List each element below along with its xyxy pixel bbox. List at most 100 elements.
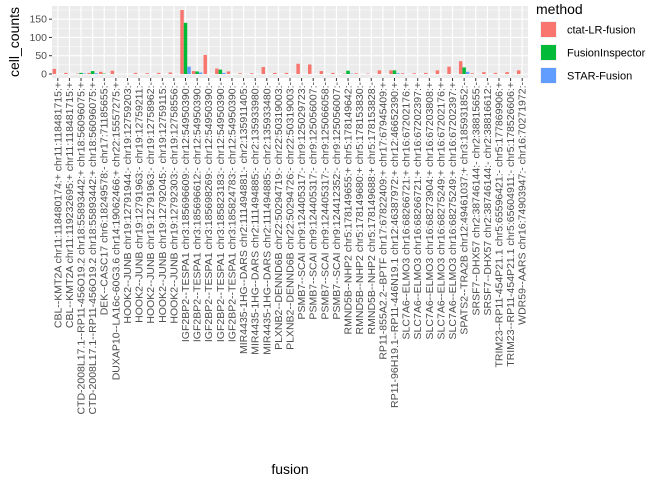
bar — [110, 70, 115, 74]
x-axis-title: fusion — [271, 461, 308, 477]
x-tick-label: SPATS2--TRA2B chr12:49461037:+ chr3:1859… — [459, 82, 471, 335]
bar — [396, 73, 400, 74]
bar — [99, 71, 103, 74]
bar — [191, 71, 196, 74]
legend-title: method — [536, 1, 583, 17]
bar — [157, 72, 161, 74]
legend-swatch — [541, 22, 556, 37]
bar — [218, 69, 223, 74]
x-tick-label: IGF2BP2--TESPA1 chr3:185824783:- chr12:5… — [226, 82, 238, 343]
bar — [87, 72, 91, 74]
bar — [331, 72, 335, 74]
x-tick-label: RMND5B--NHP2 chr5:178149688:+ chr5:17815… — [366, 81, 378, 334]
bar — [226, 71, 231, 74]
x-tick-label: CTD-2008L17.1--RP11-456O19.2 chr18:55893… — [87, 82, 99, 415]
bar — [284, 72, 289, 74]
x-tick-label: SRSF7--DHX57 chr2:38746144:- chr2:388166… — [482, 81, 494, 315]
x-tick-label: CTD-2008L17.1--RP11-456O19.2 chr18:55893… — [76, 82, 88, 415]
x-tick-label: HOOK2--JUNB chr19:12792045:- chr19:12759… — [157, 82, 169, 323]
y-axis-title: cell_counts — [6, 7, 22, 77]
bar — [273, 72, 277, 74]
bar — [458, 61, 463, 74]
x-tick-label: WDR59--AARS chr16:74903947:- chr16:70271… — [517, 82, 529, 325]
x-tick-label: SLC7A6--ELMO3 chr16:68273904:+ chr16:672… — [424, 82, 436, 339]
x-tick-label: MIR4435-1HG--DARS chr2:111494885:- chr2:… — [250, 82, 262, 355]
x-tick-label: SLC7A6--ELMO3 chr16:68275249:+ chr16:672… — [435, 82, 447, 339]
bar — [435, 70, 440, 74]
bar — [249, 73, 254, 74]
x-tick-label: RMND5B--NHP2 chr5:178149680:+ chr5:17815… — [354, 81, 366, 334]
bar — [392, 70, 397, 74]
x-tick-label: IGF2BP2--TESPA1 chr3:185823183:- chr12:5… — [215, 82, 227, 343]
bar — [424, 72, 428, 74]
bar — [261, 67, 266, 74]
bar — [465, 71, 470, 74]
bar — [505, 72, 509, 74]
x-tick-label: PSMB7--SCAI chr9:124405317:- chr9:125029… — [296, 82, 308, 320]
bar — [516, 70, 521, 74]
x-tick-label: IGF2BP2--TESPA1 chr3:185698269:- chr12:5… — [203, 82, 215, 343]
x-tick-label: HOOK2--JUNB chr19:12792303:- chr19:12758… — [168, 82, 180, 324]
x-axis: CBL--KMT2A chr11:118480174:+ chr11:11848… — [52, 78, 529, 415]
bar — [187, 66, 191, 74]
bar — [389, 70, 393, 74]
bar — [180, 10, 184, 74]
bar — [183, 22, 188, 74]
bar — [195, 71, 199, 74]
legend-label: STAR-Fusion — [567, 71, 632, 83]
y-axis: 0 50 100 150 — [29, 14, 52, 81]
bar — [52, 68, 57, 74]
x-tick-label: IGF2BP2--TESPA1 chr3:185696612:- chr12:5… — [192, 82, 204, 343]
bar — [470, 73, 475, 74]
x-tick-label: PLXNB2--DENND6B chr22:50294719:- chr22:5… — [273, 81, 285, 349]
bar — [400, 73, 405, 74]
bar — [354, 73, 358, 74]
x-tick-label: CBL--KMT2A chr11:119232695:+ chr11:11848… — [64, 82, 76, 328]
x-tick-label: PSMB7--SCAI chr9:124412352:- chr9:125056… — [331, 82, 343, 320]
x-tick-label: PLXNB2--DENND6B chr22:50294726:- chr22:5… — [285, 81, 297, 349]
bar — [493, 72, 498, 74]
bar — [64, 72, 68, 74]
bar — [133, 72, 138, 74]
x-tick-label: DUXAP10--LA16c-60G3.6 chr14:19062466:+ c… — [110, 82, 122, 380]
bar — [222, 72, 226, 74]
bar — [346, 70, 350, 74]
x-tick-label: RP11-855A2.2--BPTF chr17:67822409:+ chr1… — [377, 82, 389, 360]
bar — [215, 68, 219, 74]
x-tick-label: HOOK2--JUNB chr19:12791944:- chr19:12759… — [122, 82, 134, 324]
legend: method ctat-LR-fusion FusionInspector STAR… — [536, 1, 646, 84]
x-tick-label: RMND5B--NHP2 chr5:178149655:+ chr5:17814… — [343, 81, 355, 334]
bar — [203, 54, 207, 74]
x-tick-label: MIR4435-1HG--DARS chr2:111494881:- chr2:… — [238, 82, 250, 354]
bar — [168, 72, 173, 74]
x-tick-label: TRIM23--RP11-454P21.1 chr5:65596421:- ch… — [493, 82, 505, 368]
bar — [482, 72, 486, 74]
bar — [447, 66, 451, 74]
bar — [462, 67, 466, 74]
y-tick-label: 150 — [29, 14, 47, 26]
bar — [79, 72, 83, 74]
x-tick-label: TRIM23--RP11-454P21.1 chr5:65604911:- ch… — [505, 82, 517, 367]
legend-label: ctat-LR-fusion — [567, 25, 635, 37]
x-tick-label: PSMB7--SCAI chr9:124405317:- chr9:125056… — [308, 82, 320, 320]
bars — [52, 10, 521, 74]
y-tick-label: 0 — [41, 69, 47, 81]
legend-swatch — [541, 45, 556, 60]
bar — [296, 63, 300, 74]
x-tick-label: SLC7A6--ELMO3 chr16:68266721:+ chr16:672… — [412, 82, 424, 339]
bar — [307, 64, 312, 74]
x-tick-label: HOOK2--JUNB chr19:12791963:- chr19:12758… — [145, 82, 157, 324]
legend-label: FusionInspector — [567, 48, 646, 60]
bar — [377, 70, 382, 74]
x-tick-label: SLC7A6--ELMO3 chr16:68266721:+ chr16:672… — [401, 82, 413, 339]
bar — [198, 72, 203, 74]
bar — [238, 73, 242, 74]
legend-swatch — [541, 68, 556, 83]
x-tick-label: HOOK2--JUNB chr19:12791963:- chr19:12759… — [134, 82, 146, 323]
bar — [145, 73, 149, 74]
x-tick-label: SLC7A6--ELMO3 chr16:68275249:+ chr16:672… — [447, 82, 459, 339]
x-tick-label: PSMB7--SCAI chr9:124405317:- chr9:125066… — [319, 82, 331, 320]
y-tick-label: 50 — [35, 50, 47, 62]
bar — [319, 71, 324, 74]
